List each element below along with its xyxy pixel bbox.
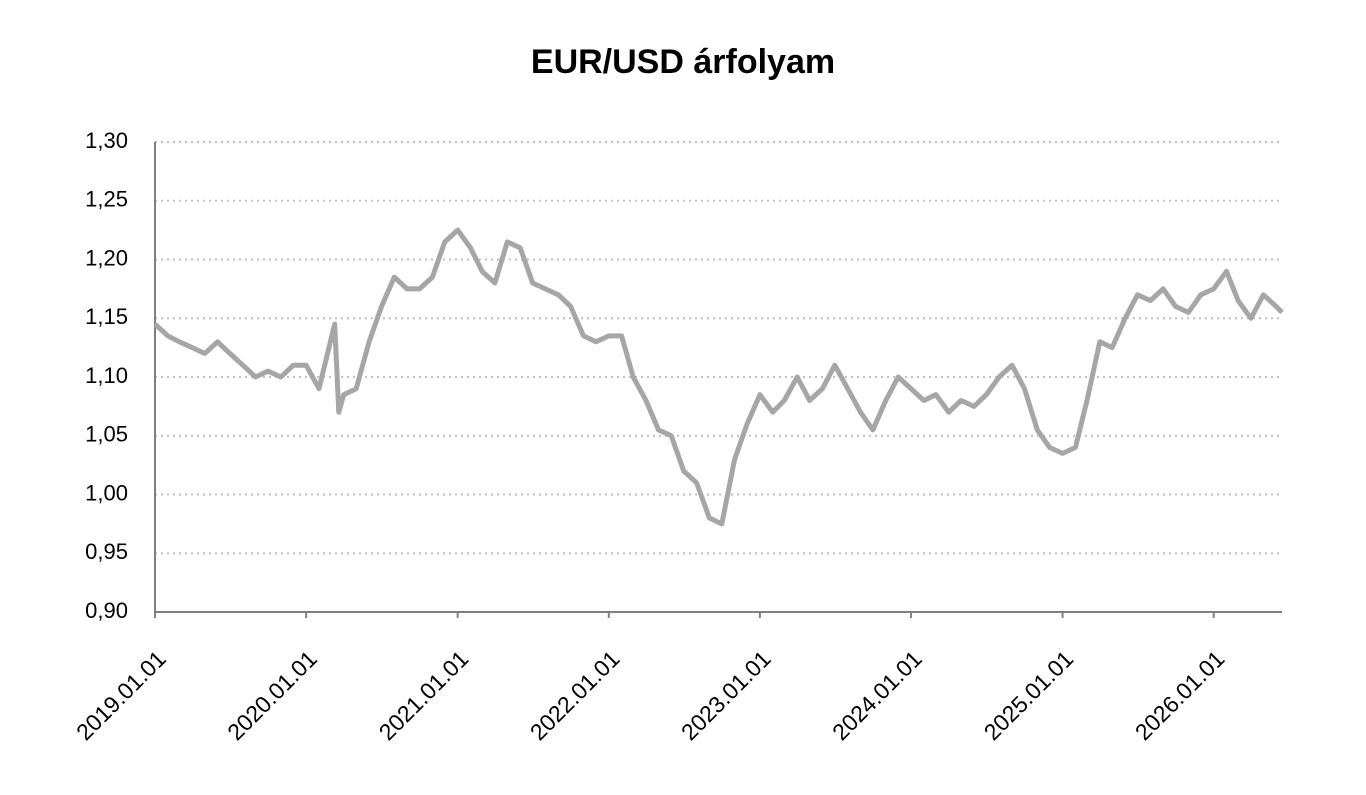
- y-tick-label: 1,05: [85, 422, 128, 447]
- x-tick-label: 2025.01.01: [979, 645, 1079, 745]
- x-tick-label: 2023.01.01: [676, 645, 776, 745]
- data-line: [153, 227, 1284, 527]
- y-tick-label: 1,00: [85, 480, 128, 505]
- y-tick-label: 0,95: [85, 539, 128, 564]
- chart-title: EUR/USD árfolyam: [531, 43, 835, 81]
- y-tick-label: 1,15: [85, 304, 128, 329]
- y-tick-label: 1,30: [85, 128, 128, 153]
- x-tick-label: 2024.01.01: [827, 645, 927, 745]
- x-tick-label: 2020.01.01: [222, 645, 322, 745]
- x-tick-label: 2022.01.01: [525, 645, 625, 745]
- y-tick-label: 1,10: [85, 363, 128, 388]
- x-tick-label: 2026.01.01: [1130, 645, 1230, 745]
- y-tick-label: 1,25: [85, 187, 128, 212]
- y-tick-label: 0,90: [85, 598, 128, 623]
- x-tick-label: 2021.01.01: [374, 645, 474, 745]
- y-tick-label: 1,20: [85, 245, 128, 270]
- x-tick-label: 2019.01.01: [71, 645, 171, 745]
